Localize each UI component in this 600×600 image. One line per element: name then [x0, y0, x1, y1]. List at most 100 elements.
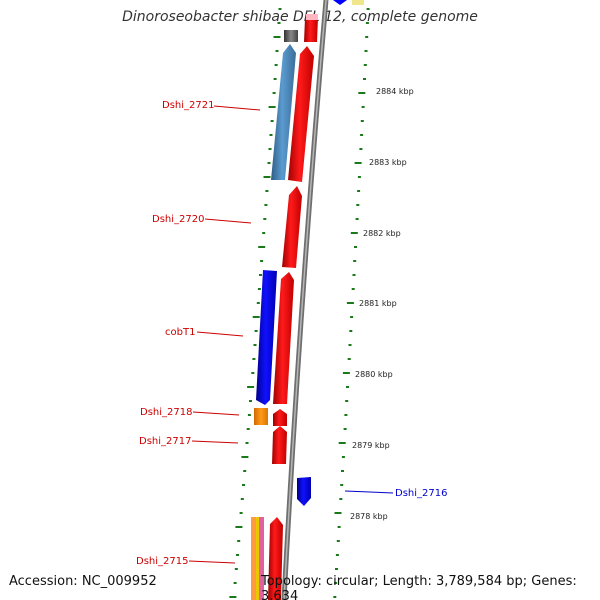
outer-minor-tick: [353, 260, 357, 262]
leader-dshi-2716: [344, 490, 394, 494]
gene-red-top: [304, 18, 318, 42]
outer-minor-tick: [346, 386, 349, 388]
outer-major-tick: [346, 302, 354, 304]
gene-red-cobt1-adjacent: [273, 272, 294, 404]
outer-minor-tick: [336, 540, 340, 542]
inner-major-tick: [241, 456, 249, 458]
outer-minor-tick: [365, 22, 369, 24]
outer-major-tick: [354, 162, 362, 164]
outer-major-tick: [338, 442, 346, 444]
outer-minor-tick: [366, 8, 370, 10]
inner-minor-tick: [268, 148, 272, 150]
outer-minor-tick: [350, 316, 354, 318]
inner-minor-tick: [265, 190, 269, 192]
inner-major-tick: [258, 246, 266, 248]
outer-major-tick: [342, 372, 350, 374]
topology-text: Topology: circular; Length: 3,789,584 bp…: [261, 574, 577, 600]
scale-label-2880: 2880 kbp: [355, 370, 393, 379]
inner-minor-tick: [233, 582, 237, 584]
outer-minor-tick: [337, 526, 341, 528]
outer-minor-tick: [344, 414, 348, 416]
outer-minor-tick: [357, 176, 361, 178]
leader-dshi-2721: [213, 105, 261, 111]
label-dshi-2721: Dshi_2721: [162, 100, 214, 111]
label-dshi-2718: Dshi_2718: [140, 407, 192, 418]
scale-ticks: [229, 8, 370, 598]
outer-minor-tick: [365, 36, 369, 38]
accession-text: Accession: NC_009952: [9, 574, 157, 589]
outer-minor-tick: [363, 78, 366, 80]
outer-minor-tick: [354, 246, 357, 248]
outer-minor-tick: [351, 288, 355, 290]
outer-minor-tick: [335, 554, 339, 556]
inner-major-tick: [252, 316, 260, 318]
scale-label-2879: 2879 kbp: [352, 441, 390, 450]
inner-minor-tick: [260, 260, 264, 262]
outer-minor-tick: [339, 498, 343, 500]
inner-minor-tick: [275, 50, 279, 52]
outer-minor-tick: [347, 358, 351, 360]
map-title: Dinoroseobacter shibae DFL 12, complete …: [122, 9, 478, 25]
gene-dshi-2721: [271, 44, 296, 180]
gene-yellow-top: [352, 0, 364, 5]
outer-minor-tick: [360, 134, 364, 136]
leader-cobt1: [196, 331, 244, 337]
scale-label-2878: 2878 kbp: [350, 512, 388, 521]
outer-minor-tick: [334, 582, 338, 584]
inner-major-tick: [263, 176, 271, 178]
scale-label-2883: 2883 kbp: [369, 158, 407, 167]
outer-minor-tick: [335, 568, 338, 570]
leader-dshi-2715: [188, 560, 236, 564]
outer-minor-tick: [341, 470, 344, 472]
inner-minor-tick: [240, 498, 244, 500]
scale-label-2884: 2884 kbp: [376, 87, 414, 96]
outer-minor-tick: [356, 204, 360, 206]
outer-minor-tick: [343, 428, 347, 430]
outer-minor-tick: [340, 484, 344, 486]
leader-dshi-2717: [191, 440, 239, 444]
inner-minor-tick: [243, 470, 247, 472]
outer-minor-tick: [333, 596, 337, 598]
inner-minor-tick: [264, 204, 268, 206]
outer-minor-tick: [361, 106, 365, 108]
inner-minor-tick: [251, 372, 255, 374]
inner-minor-tick: [278, 8, 282, 10]
label-dshi-2720: Dshi_2720: [152, 214, 204, 225]
outer-minor-tick: [363, 64, 367, 66]
inner-minor-tick: [247, 414, 251, 416]
inner-minor-tick: [273, 78, 277, 80]
leader-dshi-2718: [192, 411, 240, 416]
gene-red-bottom: [268, 517, 283, 600]
outer-minor-tick: [357, 190, 361, 192]
inner-minor-tick: [263, 218, 267, 220]
inner-minor-tick: [245, 442, 249, 444]
outer-minor-tick: [349, 330, 353, 332]
outer-major-tick: [350, 232, 358, 234]
outer-minor-tick: [348, 344, 352, 346]
inner-minor-tick: [274, 64, 278, 66]
gene-red-small: [273, 409, 287, 426]
leader-dshi-2720: [204, 218, 252, 224]
gene-dshi-2717: [272, 426, 287, 464]
outer-minor-tick: [345, 400, 349, 402]
genome-backbone-highlight: [283, 0, 327, 600]
inner-minor-tick: [253, 344, 257, 346]
outer-minor-tick: [341, 456, 345, 458]
gene-dshi-2715-yellow: [256, 517, 259, 600]
scale-label-2881: 2881 kbp: [359, 299, 397, 308]
inner-minor-tick: [236, 554, 239, 556]
inner-major-tick: [247, 386, 255, 388]
gene-gray-top: [284, 30, 298, 42]
gene-dshi-2715-pink: [259, 517, 264, 600]
outer-minor-tick: [352, 274, 356, 276]
inner-major-tick: [268, 106, 276, 108]
outer-minor-tick: [364, 50, 368, 52]
gene-dshi-2718: [254, 408, 268, 425]
gene-pink-top: [306, 14, 318, 20]
inner-minor-tick: [277, 22, 281, 24]
inner-minor-tick: [249, 400, 252, 402]
inner-minor-tick: [257, 288, 261, 290]
scale-label-2882: 2882 kbp: [363, 229, 401, 238]
outer-minor-tick: [355, 218, 359, 220]
